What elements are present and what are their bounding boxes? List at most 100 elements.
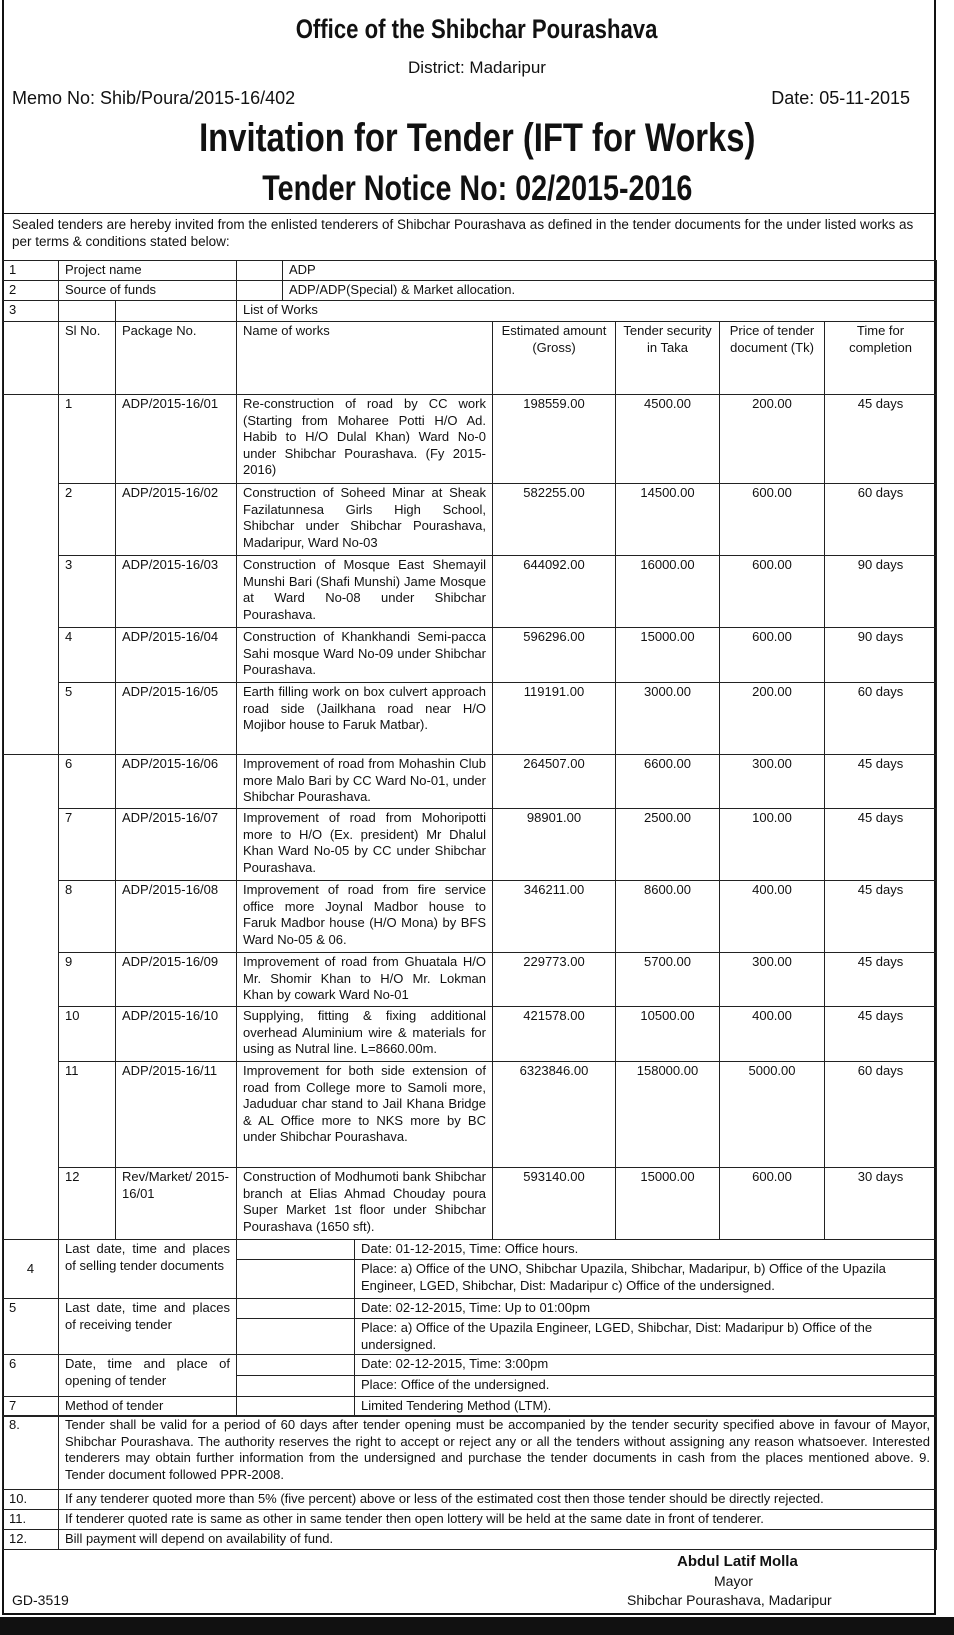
table-cell: 8. bbox=[2, 1415, 59, 1490]
table-cell: 3 bbox=[2, 300, 59, 322]
table-row: 6 Date, time and place of opening of tend… bbox=[2, 1354, 937, 1397]
table-cell: Construction of Khankhandi Semi-pacca Sa… bbox=[236, 627, 493, 683]
table-cell: 9 bbox=[58, 952, 116, 1007]
table-cell: Earth filling work on box culvert approa… bbox=[236, 682, 493, 755]
empty-cell bbox=[236, 1396, 355, 1417]
table-cell: 7 bbox=[2, 1396, 59, 1417]
empty-cell bbox=[236, 1298, 355, 1319]
table-cell: 596296.00 bbox=[492, 627, 616, 683]
ift-title: Invitation for Tender (IFT for Works) bbox=[0, 116, 954, 161]
table-row: 7 Method of tender Limited Tendering Metho… bbox=[2, 1396, 937, 1417]
table-cell: 30 days bbox=[824, 1167, 937, 1240]
table-row: 12. Bill payment will depend on availabil… bbox=[2, 1529, 937, 1550]
table-cell: Bill payment will depend on availability… bbox=[58, 1529, 937, 1550]
table-cell: 2 bbox=[58, 483, 116, 556]
table-cell: 10500.00 bbox=[615, 1006, 720, 1062]
table: 4 Last date, time and places of selling t… bbox=[2, 1239, 937, 1417]
table-cell: 119191.00 bbox=[492, 682, 616, 755]
table-cell: 5700.00 bbox=[615, 952, 720, 1007]
table-cell: ADP/2015-16/02 bbox=[115, 483, 237, 556]
table-cell: 593140.00 bbox=[492, 1167, 616, 1240]
table-cell: Improvement for both side extension of r… bbox=[236, 1061, 493, 1168]
table-cell: Rev/Market/ 2015-16/01 bbox=[115, 1167, 237, 1240]
table-row: 4 ADP/2015-16/04 Construction of Khankhand… bbox=[3, 627, 937, 683]
office-title-text: Office of the Shibchar Pourashava bbox=[296, 14, 658, 44]
table-cell: 10 bbox=[58, 1006, 116, 1062]
divider bbox=[2, 213, 936, 214]
table-cell: 264507.00 bbox=[492, 754, 616, 809]
table-cell: If tenderer quoted rate is same as other… bbox=[58, 1509, 937, 1530]
empty-cell bbox=[2, 321, 59, 395]
empty-cell bbox=[2, 754, 59, 1240]
table-row: 8 ADP/2015-16/08 Improvement of road from … bbox=[3, 880, 937, 953]
table-cell: 7 bbox=[58, 808, 116, 881]
table-cell: 6323846.00 bbox=[492, 1061, 616, 1168]
table-cell: 300.00 bbox=[719, 754, 825, 809]
table-cell: Method of tender bbox=[58, 1396, 237, 1417]
tender-notice-text: Tender Notice No: 02/2015-2016 bbox=[261, 169, 693, 208]
table-row: 11. If tenderer quoted rate is same as ot… bbox=[2, 1509, 937, 1530]
table-cell: 5 bbox=[2, 1298, 59, 1355]
table-cell: 60 days bbox=[824, 682, 937, 755]
table-cell: 45 days bbox=[824, 808, 937, 881]
empty-cell bbox=[236, 1354, 355, 1376]
table-cell: Improvement of road from Mohashin Club m… bbox=[236, 754, 493, 809]
table-cell: 45 days bbox=[824, 880, 937, 953]
table-cell: If any tenderer quoted more than 5% (fiv… bbox=[58, 1489, 937, 1510]
table-cell: Tender shall be valid for a period of 60… bbox=[58, 1415, 937, 1490]
table-cell: 6600.00 bbox=[615, 754, 720, 809]
table-cell: Date: 02-12-2015, Time: 3:00pm bbox=[354, 1354, 937, 1376]
table-row: 1 ADP/2015-16/01 Re-construction of road b… bbox=[2, 394, 937, 755]
table-cell: 6 bbox=[2, 1354, 59, 1397]
table-cell: Date: 01-12-2015, Time: Office hours. bbox=[354, 1239, 937, 1260]
table-cell: Source of funds bbox=[58, 280, 237, 301]
empty-cell bbox=[58, 300, 116, 322]
table-cell: 600.00 bbox=[719, 555, 825, 628]
table-cell: 198559.00 bbox=[492, 394, 616, 484]
empty-cell bbox=[236, 1318, 355, 1355]
table-cell: Place: Office of the undersigned. bbox=[354, 1375, 937, 1397]
bottom-bar bbox=[0, 1617, 954, 1635]
table-row: 10 ADP/2015-16/10 Supplying, fitting & fix… bbox=[3, 1006, 937, 1062]
table-cell: 45 days bbox=[824, 952, 937, 1007]
table-cell: ADP/ADP(Special) & Market allocation. bbox=[282, 280, 937, 301]
table-row: 3 ADP/2015-16/03 Construction of Mosque Ea… bbox=[3, 555, 937, 628]
table-cell: 3000.00 bbox=[615, 682, 720, 755]
table-cell: Supplying, fitting & fixing additional o… bbox=[236, 1006, 493, 1062]
table-cell: 16000.00 bbox=[615, 555, 720, 628]
table-cell: 4 bbox=[58, 627, 116, 683]
table-cell: 60 days bbox=[824, 1061, 937, 1168]
table-cell: 400.00 bbox=[719, 880, 825, 953]
table-cell: 12 bbox=[58, 1167, 116, 1240]
memo-no: Memo No: Shib/Poura/2015-16/402 bbox=[12, 88, 296, 108]
table-cell: ADP/2015-16/07 bbox=[115, 808, 237, 881]
table-cell: ADP/2015-16/03 bbox=[115, 555, 237, 628]
table-cell: 4500.00 bbox=[615, 394, 720, 484]
empty-cell bbox=[236, 280, 283, 301]
table-cell: 11. bbox=[2, 1509, 59, 1530]
table-cell: 229773.00 bbox=[492, 952, 616, 1007]
table-cell: Sl No. bbox=[58, 321, 116, 395]
empty-cell bbox=[115, 300, 237, 322]
table-cell: 100.00 bbox=[719, 808, 825, 881]
table-cell: 200.00 bbox=[719, 682, 825, 755]
signatory-designation: Mayor bbox=[714, 1573, 753, 1589]
empty-cell bbox=[2, 394, 59, 755]
table-cell: ADP/2015-16/09 bbox=[115, 952, 237, 1007]
table-cell: 98901.00 bbox=[492, 808, 616, 881]
table-row: 2 Source of funds ADP/ADP(Special) & Marke… bbox=[2, 280, 937, 301]
intro: Sealed tenders are hereby invited from t… bbox=[12, 217, 914, 249]
table-cell: ADP/2015-16/04 bbox=[115, 627, 237, 683]
table-cell: ADP/2015-16/06 bbox=[115, 754, 237, 809]
table-cell: Construction of Soheed Minar at Sheak Fa… bbox=[236, 483, 493, 556]
table-cell: ADP bbox=[282, 260, 937, 281]
table-cell: 12. bbox=[2, 1529, 59, 1550]
table-cell: 600.00 bbox=[719, 1167, 825, 1240]
table-cell: 600.00 bbox=[719, 627, 825, 683]
table-cell: 6 bbox=[58, 754, 116, 809]
table-row: 11 ADP/2015-16/11 Improvement for both sid… bbox=[3, 1061, 937, 1168]
table-row: 1 Project name ADP bbox=[2, 260, 937, 281]
empty-cell bbox=[236, 1259, 355, 1299]
table-cell: 400.00 bbox=[719, 1006, 825, 1062]
